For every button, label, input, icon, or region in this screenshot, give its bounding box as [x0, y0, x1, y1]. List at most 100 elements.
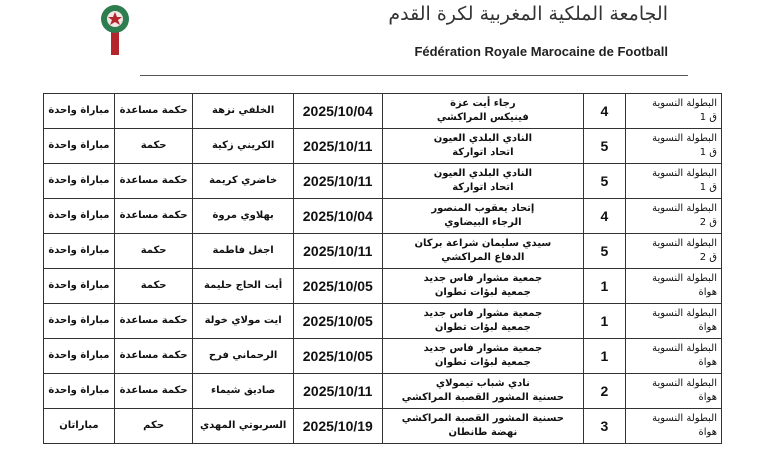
competition-cell: البطولة النسوية هواة — [624, 408, 723, 444]
table-row: البطولة النسوية هواة 3 حسنية المشور القصبة … — [43, 408, 723, 444]
role-text: حكمة — [140, 140, 167, 151]
referee-name-cell: أيت الحاج حليمة — [192, 268, 294, 304]
match-text: جمعية مشوار فاس جديد — [423, 273, 543, 284]
table-row: البطولة النسوية ق 1 5 النادي البلدي العيون ا… — [43, 128, 723, 164]
match-text: سيدي سليمان شراعة بركان — [414, 238, 552, 249]
match-text: جمعية لبؤات تطوان — [434, 287, 531, 298]
round-number-cell: 1 — [583, 268, 626, 304]
referee-name-text: خاضري كريمة — [209, 175, 278, 186]
date-text: 2025/10/05 — [302, 278, 373, 294]
match-text: الدفاع المراكشي — [441, 252, 525, 263]
match-text: رجاء أيت عزة — [450, 98, 516, 109]
date-text: 2025/10/11 — [303, 138, 373, 154]
date-cell: 2025/10/04 — [292, 93, 383, 129]
match-cell: جمعية مشوار فاس جديد جمعية لبؤات تطوان — [381, 268, 585, 304]
match-text: اتحاد اتواركة — [452, 182, 514, 193]
competition-text: البطولة النسوية — [652, 308, 717, 319]
role-cell: حكمة مساعدة — [113, 373, 194, 409]
competition-text: البطولة النسوية — [652, 273, 717, 284]
referee-name-cell: صاديق شيماء — [192, 373, 294, 409]
match-cell: رجاء أيت عزة فينيكس المراكشي — [381, 93, 585, 129]
table-row: البطولة النسوية هواة 1 جمعية مشوار فاس جديد… — [43, 303, 723, 339]
match-count-text: مباراة واحدة — [48, 385, 110, 396]
role-cell: حكمة مساعدة — [113, 93, 194, 129]
competition-text: البطولة النسوية — [652, 168, 717, 179]
match-count-text: مباراة واحدة — [48, 350, 110, 361]
match-cell: إتحاد يعقوب المنصور الرجاء البيضاوي — [381, 198, 585, 234]
round-number-text: 1 — [600, 348, 609, 364]
logo-ribbon — [111, 23, 119, 55]
round-number-cell: 4 — [583, 93, 626, 129]
competition-text: ق 2 — [699, 217, 717, 228]
star-icon — [108, 12, 122, 25]
frmf-logo — [101, 5, 129, 55]
match-text: اتحاد اتواركة — [452, 147, 514, 158]
round-number-cell: 4 — [583, 198, 626, 234]
role-text: حكمة مساعدة — [119, 315, 188, 326]
match-count-cell: مباراة واحدة — [43, 93, 115, 129]
role-cell: حكمة مساعدة — [113, 338, 194, 374]
role-text: حكمة — [140, 280, 167, 291]
role-text: حكمة مساعدة — [119, 385, 188, 396]
referee-name-text: بهلاوي مروة — [212, 210, 274, 221]
role-text: حكمة مساعدة — [119, 350, 188, 361]
role-cell: حكم — [113, 408, 194, 444]
match-count-cell: مباراة واحدة — [43, 303, 115, 339]
date-text: 2025/10/19 — [302, 418, 373, 434]
match-count-cell: مباراة واحدة — [43, 163, 115, 199]
match-count-cell: مباراتان — [43, 408, 115, 444]
match-text: حسنية المشور القصبة المراكشي — [401, 392, 564, 403]
role-cell: حكمة مساعدة — [113, 198, 194, 234]
date-cell: 2025/10/05 — [292, 338, 383, 374]
match-text: جمعية لبؤات تطوان — [434, 322, 531, 333]
competition-text: هواة — [698, 357, 717, 368]
date-text: 2025/10/04 — [302, 103, 373, 119]
role-cell: حكمة مساعدة — [113, 163, 194, 199]
role-text: حكمة مساعدة — [119, 210, 188, 221]
match-cell: النادي البلدي العيون اتحاد اتواركة — [381, 163, 585, 199]
match-text: حسنية المشور القصبة المراكشي — [401, 413, 564, 424]
competition-cell: البطولة النسوية ق 1 — [624, 163, 723, 199]
competition-text: ق 1 — [699, 182, 717, 193]
date-text: 2025/10/11 — [303, 383, 373, 399]
match-cell: النادي البلدي العيون اتحاد اتواركة — [381, 128, 585, 164]
match-count-text: مباراة واحدة — [48, 245, 110, 256]
competition-text: البطولة النسوية — [652, 343, 717, 354]
match-count-text: مباراة واحدة — [48, 175, 110, 186]
competition-text: البطولة النسوية — [652, 378, 717, 389]
date-text: 2025/10/11 — [303, 173, 373, 189]
match-count-text: مباراة واحدة — [48, 210, 110, 221]
date-cell: 2025/10/11 — [292, 233, 383, 269]
role-text: حكمة مساعدة — [119, 105, 188, 116]
date-text: 2025/10/05 — [302, 313, 373, 329]
referee-name-cell: خاضري كريمة — [192, 163, 294, 199]
competition-text: ق 1 — [699, 147, 717, 158]
date-cell: 2025/10/11 — [292, 163, 383, 199]
match-cell: جمعية مشوار فاس جديد جمعية لبؤات تطوان — [381, 338, 585, 374]
round-number-cell: 1 — [583, 338, 626, 374]
referee-name-cell: الرحماني فرح — [192, 338, 294, 374]
federation-title-french: Fédération Royale Marocaine de Football — [414, 44, 668, 59]
referee-name-text: أيت الحاج حليمة — [204, 280, 283, 291]
round-number-text: 1 — [600, 313, 609, 329]
competition-cell: البطولة النسوية هواة — [624, 268, 723, 304]
competition-text: البطولة النسوية — [652, 413, 717, 424]
referee-assignments-table: البطولة النسوية ق 1 4 رجاء أيت عزة فينيكس ال… — [43, 93, 723, 444]
competition-text: البطولة النسوية — [652, 98, 717, 109]
competition-text: هواة — [698, 322, 717, 333]
match-count-cell: مباراة واحدة — [43, 233, 115, 269]
referee-name-cell: بهلاوي مروة — [192, 198, 294, 234]
date-cell: 2025/10/04 — [292, 198, 383, 234]
competition-cell: البطولة النسوية هواة — [624, 303, 723, 339]
referee-name-text: السربوتي المهدي — [199, 420, 287, 431]
referee-name-cell: الكريني زكية — [192, 128, 294, 164]
date-cell: 2025/10/19 — [292, 408, 383, 444]
table-row: البطولة النسوية هواة 1 جمعية مشوار فاس جديد… — [43, 268, 723, 304]
match-count-text: مباراة واحدة — [48, 280, 110, 291]
competition-cell: البطولة النسوية ق 1 — [624, 128, 723, 164]
match-count-text: مباراتان — [59, 420, 99, 431]
competition-text: هواة — [698, 427, 717, 438]
match-count-cell: مباراة واحدة — [43, 338, 115, 374]
referee-name-cell: الخلفي نزهة — [192, 93, 294, 129]
table-row: البطولة النسوية ق 1 5 النادي البلدي العيون ا… — [43, 163, 723, 199]
